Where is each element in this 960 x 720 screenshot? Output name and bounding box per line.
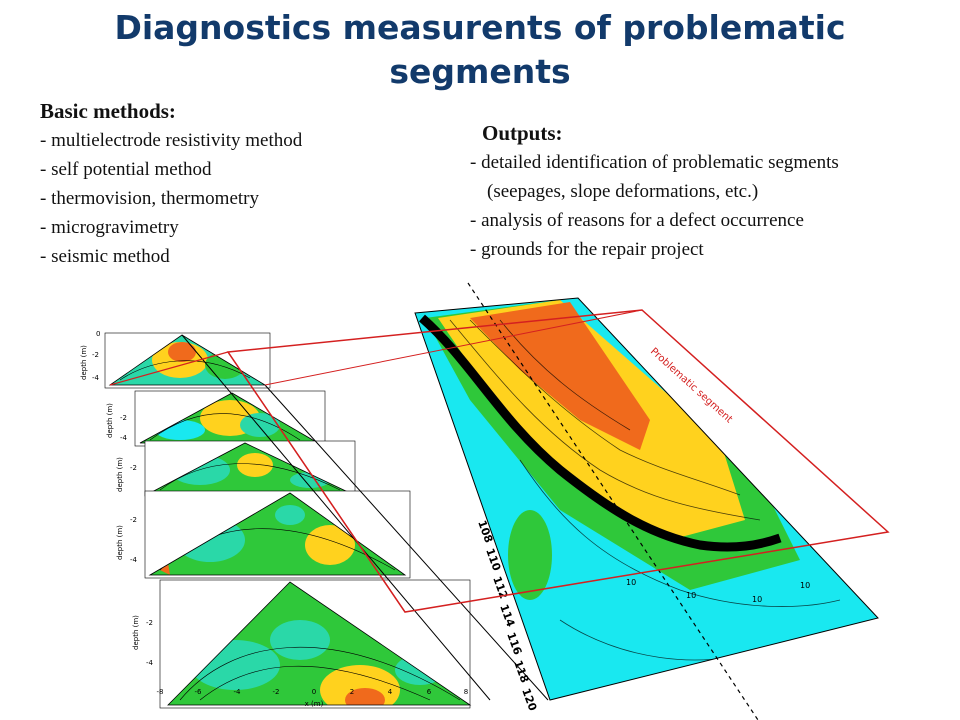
output-item: - grounds for the repair project	[470, 239, 704, 260]
cross-section-panel	[134, 390, 326, 447]
y-tick-label: -2	[120, 414, 127, 422]
output-item: - analysis of reasons for a defect occur…	[470, 210, 804, 231]
cross-section-panel	[144, 440, 356, 497]
diagnostic-figure: 108 110 112 114 116 118 120 10 10 10 10	[80, 282, 890, 720]
y-tick-label: -4	[146, 659, 154, 667]
y-tick-label: -2	[130, 516, 137, 524]
method-item: - multielectrode resistivity method	[40, 130, 303, 151]
y-axis-label: depth (m)	[80, 345, 88, 380]
basic-methods-list: - multielectrode resistivity method - se…	[40, 126, 400, 271]
output-item-continuation: (seepages, slope deformations, etc.)	[487, 181, 759, 202]
x-tick-label: -6	[195, 688, 203, 696]
y-axis-label: depth (m)	[106, 403, 114, 438]
cross-section-panel	[159, 579, 472, 709]
outputs-heading: Outputs:	[482, 121, 563, 145]
embankment-crest-line	[419, 314, 782, 552]
basic-methods-section: Basic methods: - multielectrode resistiv…	[40, 96, 400, 271]
output-item: - detailed identification of problematic…	[470, 152, 839, 173]
y-tick-label: -2	[130, 464, 137, 472]
slide-title: Diagnostics measurents of problematic se…	[0, 6, 960, 94]
x-tick-label: 4	[388, 688, 393, 696]
method-item: - thermovision, thermometry	[40, 188, 259, 209]
method-item: - seismic method	[40, 246, 170, 267]
y-tick-label: -4	[130, 556, 138, 564]
x-tick-label: -2	[273, 688, 280, 696]
contour-label: 10	[752, 595, 762, 604]
x-tick-label: 6	[427, 688, 432, 696]
x-tick-label: 8	[464, 688, 468, 696]
title-line-2: segments	[389, 52, 571, 91]
map-tick-label: 114	[497, 603, 517, 629]
y-axis-label: depth (m)	[116, 525, 124, 560]
outputs-section: Outputs: - detailed identification of pr…	[470, 118, 950, 264]
method-item: - microgravimetry	[40, 217, 179, 238]
outputs-list: - detailed identification of problematic…	[470, 148, 950, 264]
title-line-1: Diagnostics measurents of problematic	[114, 8, 846, 47]
y-axis-label: depth (m)	[132, 615, 140, 650]
contour-label: 10	[626, 578, 636, 587]
plan-view-map: 108 110 112 114 116 118 120 10 10 10 10	[414, 297, 879, 713]
y-axis-label: depth (m)	[116, 457, 124, 492]
x-tick-label: -8	[157, 688, 164, 696]
y-tick-label: -4	[120, 434, 128, 442]
method-item: - self potential method	[40, 159, 212, 180]
contour-label: 10	[800, 581, 810, 590]
basic-methods-heading: Basic methods:	[40, 99, 176, 123]
y-tick-label: 0	[96, 330, 100, 338]
cross-section-panel	[144, 490, 411, 579]
x-tick-label: -4	[234, 688, 242, 696]
contour-label: 10	[686, 591, 696, 600]
y-tick-label: -2	[92, 351, 99, 359]
map-tick-label: 116	[504, 631, 524, 657]
y-tick-label: -2	[146, 619, 153, 627]
map-tick-label: 120	[519, 687, 539, 713]
x-tick-label: 0	[312, 688, 316, 696]
y-tick-label: -4	[92, 374, 100, 382]
x-axis-label: x (m)	[305, 700, 324, 708]
x-tick-label: 2	[350, 688, 354, 696]
